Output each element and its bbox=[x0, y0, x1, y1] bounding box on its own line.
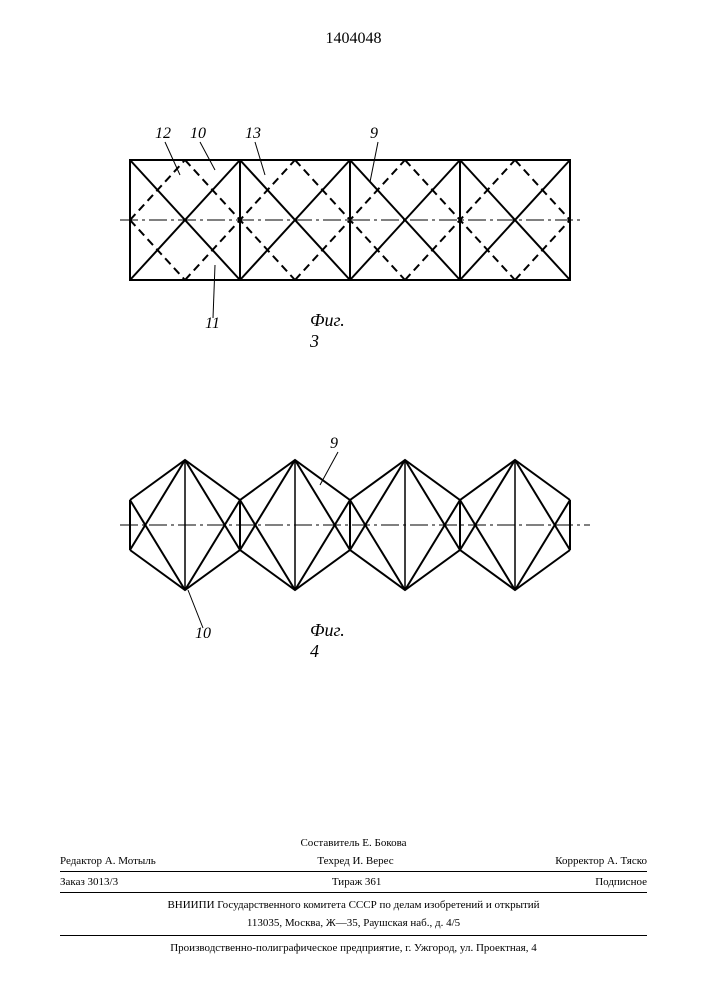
org-line: ВНИИПИ Государственного комитета СССР по… bbox=[60, 899, 647, 911]
fig4-label-10: 10 bbox=[195, 625, 211, 643]
tech-editor: Техред И. Верес bbox=[317, 855, 393, 867]
corrector: Корректор А. Тяско bbox=[555, 855, 647, 867]
order-number: Заказ 3013/3 bbox=[60, 876, 118, 888]
compiler: Составитель Е. Бокова bbox=[60, 837, 647, 849]
colophon: Составитель Е. Бокова Редактор А. Мотыль… bbox=[60, 831, 647, 960]
address-line: 113035, Москва, Ж—35, Раушская наб., д. … bbox=[60, 917, 647, 929]
editor: Редактор А. Мотыль bbox=[60, 855, 156, 867]
fig4-caption: Фиг. 4 bbox=[310, 620, 345, 662]
fig4-label-9: 9 bbox=[330, 435, 338, 453]
subscription: Подписное bbox=[595, 876, 647, 888]
print-run: Тираж 361 bbox=[332, 876, 382, 888]
printer-line: Производственно-полиграфическое предприя… bbox=[60, 942, 647, 954]
